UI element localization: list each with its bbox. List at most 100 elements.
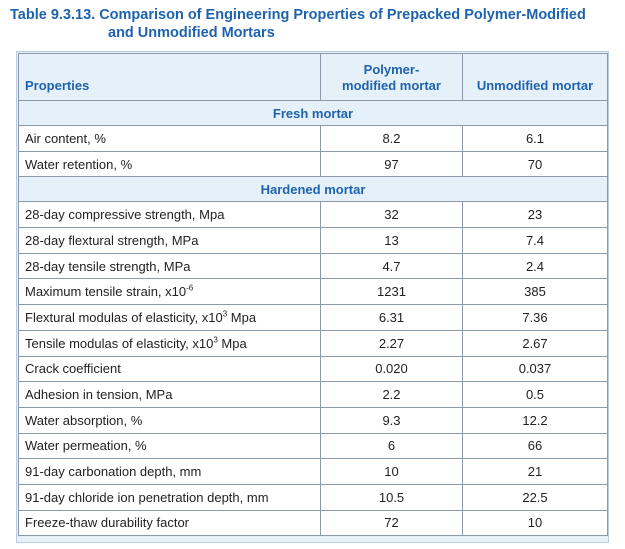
- header-polymer-modified-line-2: modified mortar: [342, 78, 441, 93]
- section-row: Hardened mortar: [18, 176, 608, 203]
- cell-polymer-modified: 10: [320, 458, 463, 485]
- table-row: 28-day tensile strength, MPa 4.7 2.4: [18, 252, 608, 280]
- cell-polymer-modified: 13: [320, 227, 463, 254]
- cell-polymer-modified: 2.2: [320, 381, 463, 408]
- cell-property: 91-day chloride ion penetration depth, m…: [18, 483, 321, 511]
- cell-unmodified: 12.2: [462, 406, 608, 434]
- cell-property: Air content, %: [18, 125, 321, 152]
- cell-unmodified: 2.67: [462, 329, 608, 357]
- cell-polymer-modified: 6.31: [320, 304, 463, 331]
- cell-polymer-modified: 97: [320, 150, 463, 178]
- cell-property: Flextural modulas of elasticity, x103 Mp…: [18, 304, 321, 331]
- cell-property: 28-day flextural strength, MPa: [18, 227, 321, 254]
- cell-property: Water absorption, %: [18, 406, 321, 434]
- section-title: Fresh mortar: [18, 100, 608, 126]
- table-row: Adhesion in tension, MPa 2.2 0.5: [18, 381, 608, 408]
- cell-unmodified: 6.1: [462, 125, 608, 152]
- property-text: 28-day tensile strength, MPa: [25, 258, 191, 274]
- caption-line-2: and Unmodified Mortars: [10, 24, 610, 42]
- property-text: Maximum tensile strain, x10: [25, 284, 187, 300]
- property-text: Flextural modulas of elasticity, x10: [25, 309, 223, 325]
- table-row: 91-day carbonation depth, mm 10 21: [18, 458, 608, 485]
- cell-unmodified: 0.037: [462, 355, 608, 383]
- cell-polymer-modified: 2.27: [320, 329, 463, 357]
- table-row: 28-day compressive strength, Mpa 32 23: [18, 201, 608, 229]
- header-unmodified: Unmodified mortar: [462, 53, 608, 101]
- table-row: Water absorption, % 9.3 12.2: [18, 406, 608, 434]
- table-container: Properties Polymer- modified mortar Unmo…: [16, 51, 609, 543]
- property-text: Air content, %: [25, 130, 106, 146]
- property-exponent: 3: [222, 309, 228, 319]
- cell-polymer-modified: 8.2: [320, 125, 463, 152]
- cell-unmodified: 7.4: [462, 227, 608, 254]
- property-exponent: -6: [186, 283, 194, 293]
- property-unit: Mpa: [217, 335, 247, 351]
- cell-polymer-modified: 72: [320, 509, 463, 537]
- cell-polymer-modified: 4.7: [320, 252, 463, 280]
- property-text: 28-day flextural strength, MPa: [25, 232, 199, 248]
- header-properties: Properties: [18, 53, 321, 101]
- table-row: Maximum tensile strain, x10-6 1231 385: [18, 278, 608, 306]
- table-row: 28-day flextural strength, MPa 13 7.4: [18, 227, 608, 254]
- property-text: Water permeation, %: [25, 438, 147, 454]
- table-row: Tensile modulas of elasticity, x103 Mpa 2…: [18, 329, 608, 357]
- cell-property: Water permeation, %: [18, 432, 321, 460]
- property-text: 91-day carbonation depth, mm: [25, 464, 202, 480]
- section-title: Hardened mortar: [18, 176, 608, 203]
- properties-table: Properties Polymer- modified mortar Unmo…: [18, 53, 608, 537]
- cell-property: Adhesion in tension, MPa: [18, 381, 321, 408]
- cell-unmodified: 385: [462, 278, 608, 306]
- table-row: Freeze-thaw durability factor 72 10: [18, 509, 608, 537]
- cell-polymer-modified: 32: [320, 201, 463, 229]
- property-text: Freeze-thaw durability factor: [25, 515, 190, 531]
- cell-unmodified: 7.36: [462, 304, 608, 331]
- cell-property: Water retention, %: [18, 150, 321, 178]
- property-text: 28-day compressive strength, Mpa: [25, 207, 225, 223]
- property-text: 91-day chloride ion penetration depth, m…: [25, 489, 269, 505]
- property-text: Adhesion in tension, MPa: [25, 387, 173, 403]
- cell-property: 91-day carbonation depth, mm: [18, 458, 321, 485]
- table-header-row: Properties Polymer- modified mortar Unmo…: [18, 53, 608, 101]
- cell-polymer-modified: 10.5: [320, 483, 463, 511]
- cell-unmodified: 2.4: [462, 252, 608, 280]
- caption-line-1: Table 9.3.13. Comparison of Engineering …: [10, 6, 610, 24]
- cell-polymer-modified: 9.3: [320, 406, 463, 434]
- cell-unmodified: 70: [462, 150, 608, 178]
- property-text: Tensile modulas of elasticity, x10: [25, 335, 214, 351]
- cell-property: Crack coefficient: [18, 355, 321, 383]
- property-exponent: 3: [213, 335, 218, 345]
- property-text: Water retention, %: [25, 156, 133, 172]
- cell-unmodified: 0.5: [462, 381, 608, 408]
- table-body: Fresh mortar Air content, % 8.2 6.1 Water re…: [18, 100, 608, 537]
- cell-property: Tensile modulas of elasticity, x103 Mpa: [18, 329, 321, 357]
- cell-unmodified: 22.5: [462, 483, 608, 511]
- cell-unmodified: 66: [462, 432, 608, 460]
- cell-unmodified: 21: [462, 458, 608, 485]
- cell-polymer-modified: 1231: [320, 278, 463, 306]
- table-title-line-2: and Unmodified Mortars: [108, 25, 275, 41]
- property-text: Crack coefficient: [25, 361, 121, 377]
- cell-polymer-modified: 0.020: [320, 355, 463, 383]
- table-caption: Table 9.3.13. Comparison of Engineering …: [10, 6, 610, 42]
- table-row: Flextural modulas of elasticity, x103 Mp…: [18, 304, 608, 331]
- cell-polymer-modified: 6: [320, 432, 463, 460]
- table-row: Water retention, % 97 70: [18, 150, 608, 178]
- header-polymer-modified-line-1: Polymer-: [363, 62, 420, 77]
- section-row: Fresh mortar: [18, 100, 608, 126]
- table-row: Air content, % 8.2 6.1: [18, 125, 608, 152]
- property-text: Water absorption, %: [25, 412, 143, 428]
- table-row: 91-day chloride ion penetration depth, m…: [18, 483, 608, 511]
- cell-property: Maximum tensile strain, x10-6: [18, 278, 321, 306]
- cell-property: 28-day compressive strength, Mpa: [18, 201, 321, 229]
- header-polymer-modified: Polymer- modified mortar: [320, 53, 463, 101]
- table-title-line-1: Comparison of Engineering Properties of …: [99, 7, 586, 23]
- table-row: Water permeation, % 6 66: [18, 432, 608, 460]
- cell-unmodified: 10: [462, 509, 608, 537]
- table-row: Crack coefficient 0.020 0.037: [18, 355, 608, 383]
- cell-property: Freeze-thaw durability factor: [18, 509, 321, 537]
- table-number: Table 9.3.13.: [10, 7, 96, 23]
- property-unit: Mpa: [227, 309, 257, 325]
- cell-unmodified: 23: [462, 201, 608, 229]
- cell-property: 28-day tensile strength, MPa: [18, 252, 321, 280]
